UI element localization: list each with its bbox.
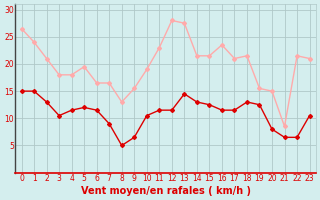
X-axis label: Vent moyen/en rafales ( km/h ): Vent moyen/en rafales ( km/h ) [81,186,251,196]
